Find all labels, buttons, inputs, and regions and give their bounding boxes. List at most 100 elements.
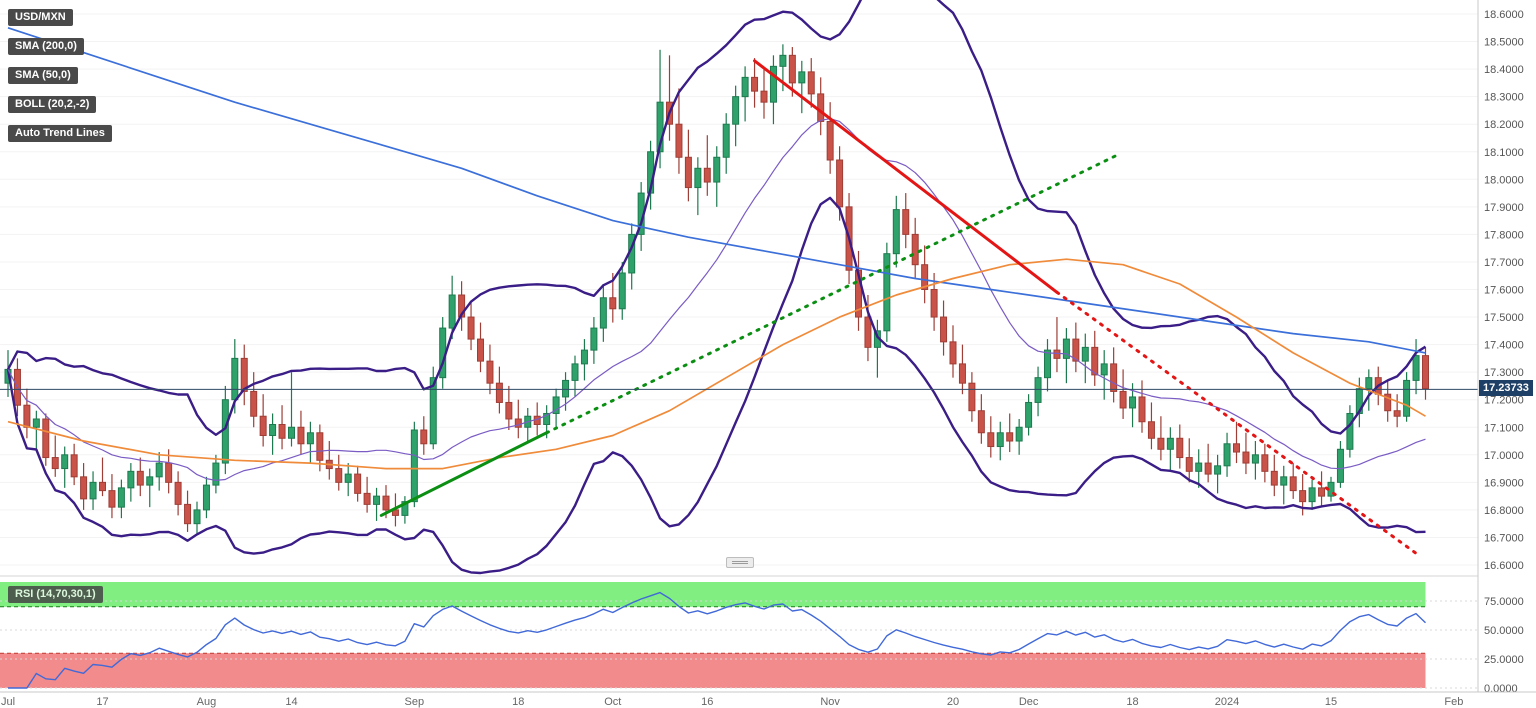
legend-auto-trendlines[interactable]: Auto Trend Lines — [8, 125, 112, 142]
downtrend-solid-trendline[interactable] — [753, 59, 1059, 294]
symbol-badge[interactable]: USD/MXN — [8, 9, 73, 26]
candle-body — [1091, 346, 1099, 376]
candle-body — [505, 401, 513, 420]
x-axis-label: 18 — [1126, 696, 1138, 708]
candle-body — [892, 209, 900, 255]
candle-body — [1138, 396, 1146, 423]
candle-body — [732, 96, 740, 125]
candle-body — [675, 123, 683, 158]
candle-body — [580, 349, 588, 365]
candle-body — [401, 501, 409, 516]
rsi-axis-tick-label: 0.0000 — [1484, 683, 1518, 695]
candle-body — [420, 429, 428, 445]
x-axis-label: Sep — [405, 696, 425, 708]
rsi-overbought-zone — [0, 582, 1426, 607]
candle-body — [977, 410, 985, 434]
candle-body — [297, 426, 305, 445]
y-axis-tick-label: 18.1000 — [1484, 147, 1524, 159]
legend-sma200[interactable]: SMA (200,0) — [8, 38, 84, 55]
candle-body — [259, 415, 267, 437]
candle-body — [1129, 396, 1137, 409]
x-axis-label: 15 — [1325, 696, 1337, 708]
y-axis-tick-label: 18.5000 — [1484, 37, 1524, 49]
candle-body — [1261, 454, 1269, 472]
candle-body — [902, 209, 910, 235]
candle-body — [1384, 393, 1392, 412]
candle-body — [1422, 355, 1429, 390]
candle-body — [174, 481, 182, 505]
y-axis-tick-label: 17.2000 — [1484, 395, 1524, 407]
bollinger-lower-band — [6, 196, 1426, 575]
rsi-oversold-zone — [0, 653, 1426, 688]
candle-body — [288, 426, 295, 439]
y-axis-tick-label: 17.8000 — [1484, 229, 1524, 241]
pane-resize-handle-icon[interactable] — [726, 557, 754, 568]
candle-body — [1346, 412, 1354, 450]
candle-body — [751, 76, 759, 92]
candle-body — [1280, 476, 1288, 486]
candle-body — [1403, 379, 1411, 417]
candle-body — [968, 382, 976, 412]
candle-body — [958, 363, 966, 384]
candle-body — [590, 327, 598, 351]
candle-body — [61, 454, 69, 470]
candle-body — [1185, 457, 1193, 472]
x-axis-label: 14 — [285, 696, 297, 708]
x-axis-label: Dec — [1019, 696, 1039, 708]
candle-body — [410, 429, 418, 503]
downtrend-dotted-trendline[interactable] — [1055, 290, 1423, 559]
y-axis-tick-label: 17.0000 — [1484, 450, 1524, 462]
x-axis-label: Feb — [1444, 696, 1463, 708]
uptrend-dotted-trendline[interactable] — [545, 153, 1120, 435]
candle-body — [1015, 426, 1023, 442]
legend-sma50[interactable]: SMA (50,0) — [8, 67, 78, 84]
x-axis-label: Oct — [604, 696, 621, 708]
main-pane — [4, 0, 1429, 575]
candle-body — [51, 457, 59, 470]
candle-body — [609, 297, 617, 310]
uptrend-solid-trendline[interactable] — [379, 431, 549, 517]
candle-body — [788, 54, 796, 84]
candle-body — [1006, 432, 1014, 442]
candle-body — [779, 54, 787, 67]
candle-body — [448, 294, 456, 329]
candle-body — [477, 338, 484, 362]
y-axis-tick-label: 17.9000 — [1484, 202, 1524, 214]
sma-200-line — [7, 26, 1426, 354]
candle-body — [363, 492, 371, 505]
candle-body — [165, 462, 173, 483]
candle-body — [184, 503, 192, 525]
candle-body — [1214, 465, 1222, 475]
y-axis-tick-label: 17.3000 — [1484, 367, 1524, 379]
candle-body — [1195, 462, 1203, 472]
candle-body — [1081, 346, 1089, 362]
candle-body — [1365, 377, 1373, 390]
x-axis-label: 2024 — [1215, 696, 1239, 708]
y-axis-tick-label: 17.1000 — [1484, 422, 1524, 434]
candle-body — [836, 159, 844, 208]
candle-body — [269, 423, 277, 437]
candle-body — [987, 432, 995, 448]
candle-body — [722, 123, 730, 158]
candle-body — [335, 468, 343, 483]
y-axis-tick-label: 18.4000 — [1484, 64, 1524, 76]
candle-body — [552, 396, 560, 414]
candle-body — [136, 470, 144, 486]
candle-body — [373, 495, 381, 505]
candle-body — [694, 167, 702, 189]
sma-50-line — [7, 258, 1426, 470]
rsi-indicator-badge[interactable]: RSI (14,70,30,1) — [8, 586, 103, 603]
rsi-axis-tick-label: 25.0000 — [1484, 654, 1524, 666]
y-axis-tick-label: 17.4000 — [1484, 340, 1524, 352]
candle-body — [703, 167, 711, 183]
candle-body — [80, 476, 88, 500]
candle-body — [807, 71, 815, 95]
legend-bollinger[interactable]: BOLL (20,2,-2) — [8, 96, 97, 113]
candle-body — [354, 473, 362, 494]
candle-body — [940, 316, 948, 343]
x-axis-label: 17 — [96, 696, 108, 708]
candle-body — [760, 90, 768, 103]
y-axis-tick-label: 16.7000 — [1484, 532, 1524, 544]
